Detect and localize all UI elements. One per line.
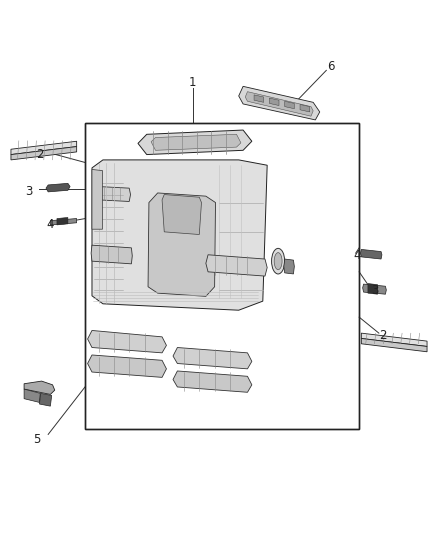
- Polygon shape: [11, 141, 77, 155]
- Polygon shape: [39, 393, 52, 406]
- Polygon shape: [361, 338, 427, 352]
- Polygon shape: [88, 330, 166, 353]
- Polygon shape: [363, 284, 386, 294]
- Polygon shape: [97, 187, 131, 201]
- Polygon shape: [239, 86, 320, 120]
- Polygon shape: [24, 389, 40, 402]
- Text: 5: 5: [34, 433, 41, 446]
- Polygon shape: [285, 101, 294, 109]
- Polygon shape: [92, 160, 267, 310]
- Text: 4: 4: [353, 249, 361, 262]
- Polygon shape: [254, 95, 264, 102]
- Polygon shape: [173, 348, 252, 369]
- Polygon shape: [361, 333, 427, 346]
- Polygon shape: [173, 371, 252, 392]
- Polygon shape: [57, 217, 68, 225]
- Polygon shape: [50, 219, 77, 225]
- Polygon shape: [151, 134, 241, 150]
- Text: 2: 2: [379, 329, 387, 342]
- Polygon shape: [360, 249, 382, 259]
- Polygon shape: [162, 195, 201, 235]
- Polygon shape: [91, 245, 132, 264]
- Text: 1: 1: [189, 76, 197, 89]
- Polygon shape: [138, 130, 252, 155]
- Ellipse shape: [274, 253, 282, 270]
- Polygon shape: [284, 259, 294, 274]
- Text: 3: 3: [371, 284, 378, 297]
- Polygon shape: [92, 169, 102, 229]
- Bar: [85, 123, 359, 429]
- Text: 4: 4: [46, 219, 54, 231]
- Bar: [85, 123, 359, 429]
- Polygon shape: [245, 92, 313, 116]
- Polygon shape: [46, 183, 70, 192]
- Polygon shape: [88, 355, 166, 377]
- Polygon shape: [300, 104, 310, 112]
- Polygon shape: [24, 381, 55, 394]
- Polygon shape: [269, 98, 279, 106]
- Polygon shape: [11, 147, 77, 160]
- Polygon shape: [368, 284, 378, 294]
- Text: 3: 3: [25, 185, 32, 198]
- Text: 6: 6: [327, 60, 335, 73]
- Polygon shape: [148, 193, 215, 296]
- Ellipse shape: [272, 248, 285, 274]
- Polygon shape: [206, 255, 267, 276]
- Text: 2: 2: [35, 148, 43, 161]
